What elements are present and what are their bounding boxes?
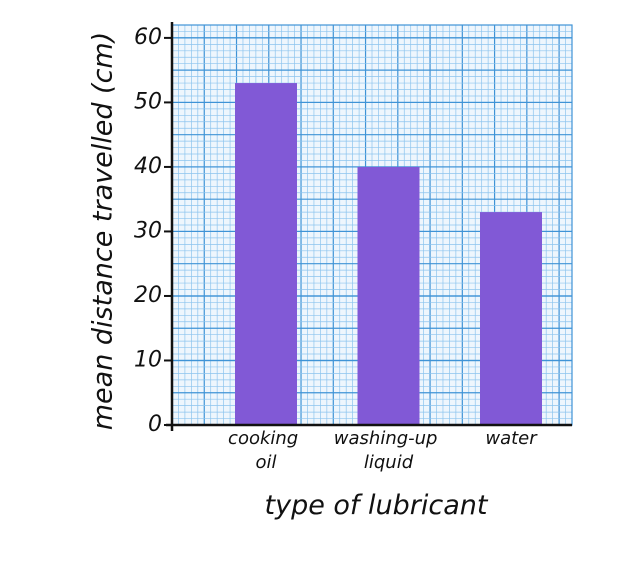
y-tick-label: 30	[134, 218, 162, 243]
y-tick-label: 40	[134, 154, 162, 179]
bar	[480, 212, 542, 425]
y-tick-label: 10	[134, 347, 162, 372]
y-tick-label: 50	[134, 89, 162, 114]
x-axis-title: type of lubricant	[265, 490, 489, 521]
x-tick-label: washing-up liquid	[334, 428, 443, 473]
bar	[357, 166, 420, 425]
y-axis-title: mean distance travelled (cm)	[88, 32, 119, 431]
bar	[235, 83, 297, 425]
y-tick-label: 20	[134, 283, 162, 308]
plot: 0 10 20 30 40 50 60 cooking oil washing-up liqui…	[134, 22, 572, 473]
y-tick-label: 0	[148, 412, 162, 437]
y-tick-label: 60	[134, 25, 162, 50]
x-tick-label: cooking oil	[228, 428, 304, 473]
x-tick-label: water	[485, 428, 538, 449]
